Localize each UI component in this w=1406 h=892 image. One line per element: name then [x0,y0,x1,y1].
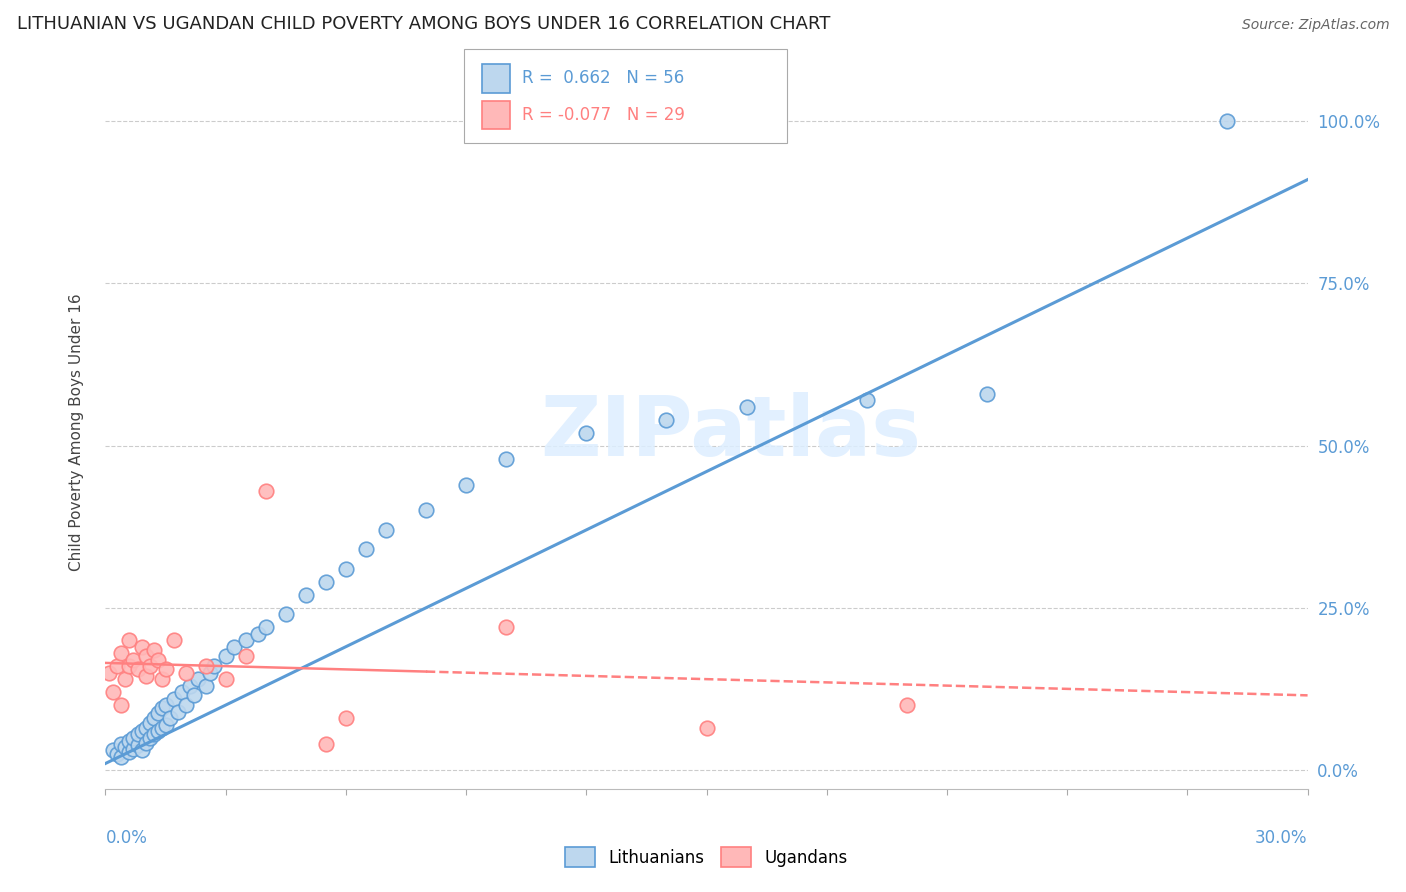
Point [415,503,437,517]
Point [114,740,136,755]
Point [146,706,169,720]
Point [118,745,141,759]
Point [174,698,197,712]
Point [127,727,149,741]
Point [354,542,377,557]
Point [110,646,132,660]
Point [655,412,678,426]
Point [222,640,245,654]
Point [98,665,121,680]
Point [454,477,477,491]
Y-axis label: Child Poverty Among Boys Under 16: Child Poverty Among Boys Under 16 [69,293,84,572]
Point [110,750,132,764]
Point [315,737,337,751]
Point [855,393,877,408]
Point [170,685,193,699]
Point [142,711,165,725]
Point [735,400,758,414]
Point [155,717,177,731]
Point [155,698,177,712]
Point [122,731,145,745]
Point [110,737,132,751]
Point [187,672,209,686]
Point [138,731,160,745]
Text: 30.0%: 30.0% [1256,829,1308,847]
Point [131,724,153,739]
Point [1216,114,1239,128]
Point [159,711,181,725]
Point [118,633,141,648]
Point [295,588,318,602]
Point [896,698,918,712]
Point [179,679,201,693]
Legend: Lithuanians, Ugandans: Lithuanians, Ugandans [558,840,855,874]
Point [335,711,357,725]
Point [107,659,129,673]
Point [495,451,517,466]
Point [235,649,257,664]
Point [202,659,225,673]
Point [135,669,157,683]
Point [138,659,160,673]
Text: ZIPatlas: ZIPatlas [540,392,921,473]
Point [122,742,145,756]
Point [118,659,141,673]
Point [166,705,188,719]
Point [254,620,277,634]
Point [214,672,236,686]
Point [183,689,205,703]
Point [142,727,165,741]
Point [235,633,257,648]
Text: R = -0.077   N = 29: R = -0.077 N = 29 [522,106,685,124]
Point [103,685,125,699]
Point [194,659,217,673]
Point [374,523,398,537]
Point [174,665,197,680]
Point [110,698,132,712]
Text: LITHUANIAN VS UGANDAN CHILD POVERTY AMONG BOYS UNDER 16 CORRELATION CHART: LITHUANIAN VS UGANDAN CHILD POVERTY AMON… [17,14,831,32]
Point [575,425,598,440]
Point [274,607,297,622]
Point [162,691,184,706]
Point [146,653,169,667]
Point [103,743,125,757]
Point [127,739,149,753]
Text: Source: ZipAtlas.com: Source: ZipAtlas.com [1241,18,1389,31]
Point [162,633,184,648]
Point [246,626,269,640]
Point [198,665,221,680]
Point [150,672,173,686]
Point [155,662,177,676]
Point [495,620,517,634]
Point [976,386,998,401]
Point [122,653,145,667]
Point [135,736,157,750]
Point [135,721,157,735]
Point [114,672,136,686]
Point [214,649,236,664]
Point [118,733,141,747]
Point [138,716,160,731]
Point [142,643,165,657]
Text: 0.0%: 0.0% [105,829,148,847]
Point [131,743,153,757]
Point [131,640,153,654]
Point [150,701,173,715]
Point [127,662,149,676]
Point [335,562,357,576]
Point [315,574,337,589]
Point [150,721,173,735]
Point [696,721,718,735]
Point [135,649,157,664]
Point [194,679,217,693]
Text: R =  0.662   N = 56: R = 0.662 N = 56 [522,70,683,87]
Point [146,724,169,739]
Point [254,483,277,498]
Point [107,747,129,761]
